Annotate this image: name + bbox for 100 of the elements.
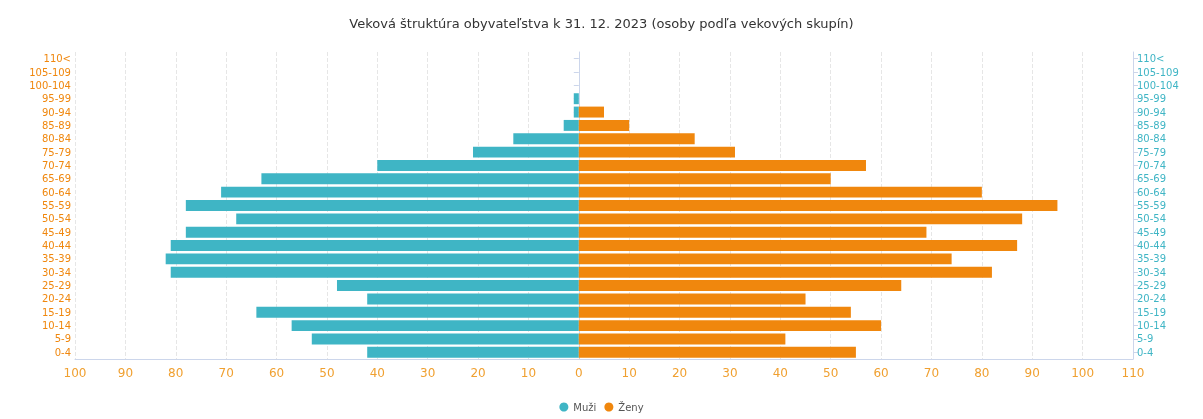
bar xyxy=(170,266,579,278)
category-label: 30-34 xyxy=(41,266,71,278)
category-label: 85-89 xyxy=(41,119,71,131)
bar xyxy=(578,213,1023,225)
x-tick-label: 10 xyxy=(520,366,537,380)
category-label: 15-19 xyxy=(41,306,71,318)
x-tick-label: 100 xyxy=(63,366,87,380)
x-tick-label: 30 xyxy=(420,366,436,380)
x-tick-label: 30 xyxy=(722,366,738,380)
category-label: 65-69 xyxy=(41,173,71,185)
category-label: 25-29 xyxy=(41,280,71,292)
category-label: 50-54 xyxy=(41,213,71,225)
category-label: 20-24 xyxy=(41,293,71,305)
x-tick-label: 40 xyxy=(369,366,385,380)
bar xyxy=(236,213,579,225)
x-tick-label: 20 xyxy=(671,366,688,380)
x-tick-label: 90 xyxy=(1024,366,1040,380)
bar xyxy=(578,146,735,158)
x-tick-label: 50 xyxy=(319,366,335,380)
y-tick-label: 100-104 xyxy=(1137,79,1179,91)
category-label: 100-104 xyxy=(29,79,71,91)
bar xyxy=(578,280,902,292)
legend-label: Muži xyxy=(573,401,597,413)
bar xyxy=(165,253,579,265)
legend-label: Ženy xyxy=(618,400,644,413)
x-tick-label: 40 xyxy=(772,366,788,380)
bar xyxy=(578,240,1018,252)
category-label: 80-84 xyxy=(41,133,71,145)
y-tick-label: 75-79 xyxy=(1137,146,1167,158)
bar xyxy=(185,226,579,238)
bar xyxy=(473,146,579,158)
x-tick-label: 80 xyxy=(168,366,184,380)
bar xyxy=(578,253,952,265)
y-tick-label: 105-109 xyxy=(1137,66,1179,78)
y-tick-label: 20-24 xyxy=(1137,293,1167,305)
y-tick-label: 55-59 xyxy=(1137,200,1167,211)
bar xyxy=(578,200,1058,211)
x-tick-label: 90 xyxy=(117,366,134,380)
bar xyxy=(261,173,579,185)
x-tick-label: 10 xyxy=(621,366,637,380)
x-tick-label: 70 xyxy=(923,366,940,380)
category-label: 40-44 xyxy=(41,240,71,252)
y-tick-label: 30-34 xyxy=(1137,266,1167,278)
bar xyxy=(367,346,579,358)
category-label: 60-64 xyxy=(41,186,71,198)
bar xyxy=(336,280,579,292)
y-tick-label: 80-84 xyxy=(1137,133,1167,145)
bar xyxy=(185,200,579,211)
category-label: 105-109 xyxy=(29,66,71,78)
category-label: 55-59 xyxy=(41,200,71,211)
y-tick-label: 90-94 xyxy=(1137,106,1167,118)
bar xyxy=(578,320,882,332)
y-tick-label: 65-69 xyxy=(1137,173,1167,185)
category-label: 110< xyxy=(43,53,71,65)
bar xyxy=(578,346,856,358)
y-tick-label: 15-19 xyxy=(1137,306,1167,318)
bar xyxy=(578,106,604,118)
y-tick-label: 40-44 xyxy=(1137,240,1167,252)
x-tick-label: 0 xyxy=(574,366,583,380)
chart-title: Veková štruktúra obyvateľstva k 31. 12. 2023 (osoby podľa vekových skupín) xyxy=(349,16,854,31)
y-tick-label: 0-4 xyxy=(1137,346,1154,358)
bar xyxy=(578,133,695,145)
y-tick-label: 35-39 xyxy=(1137,253,1167,265)
bar xyxy=(578,159,866,171)
x-tick-label: 100 xyxy=(1071,366,1095,380)
bar xyxy=(563,119,579,131)
bar xyxy=(578,173,831,185)
bar xyxy=(578,226,927,238)
category-label: 0-4 xyxy=(54,346,71,358)
category-label: 75-79 xyxy=(41,146,71,158)
bar xyxy=(578,306,851,318)
bar xyxy=(578,119,630,131)
x-tick-label: 50 xyxy=(823,366,839,380)
category-label: 95-99 xyxy=(41,93,71,105)
bar xyxy=(578,186,982,198)
y-tick-label: 85-89 xyxy=(1137,119,1167,131)
y-tick-label: 95-99 xyxy=(1137,93,1167,105)
bar xyxy=(221,186,579,198)
x-tick-label: 80 xyxy=(974,366,990,380)
category-label: 45-49 xyxy=(41,226,71,238)
x-tick-label: 110 xyxy=(1121,366,1145,380)
bar xyxy=(256,306,579,318)
bar xyxy=(367,293,579,305)
bar xyxy=(578,333,786,345)
category-label: 35-39 xyxy=(41,253,71,265)
y-tick-label: 60-64 xyxy=(1137,186,1167,198)
bar xyxy=(578,293,806,305)
y-tick-label: 10-14 xyxy=(1137,320,1167,332)
x-tick-label: 60 xyxy=(268,366,285,380)
x-tick-label: 70 xyxy=(218,366,234,380)
x-tick-label: 20 xyxy=(470,366,486,380)
category-label: 5-9 xyxy=(54,333,71,345)
bar xyxy=(377,159,579,171)
y-tick-label: 70-74 xyxy=(1137,159,1167,171)
y-tick-label: 5-9 xyxy=(1137,333,1154,345)
category-label: 70-74 xyxy=(41,159,71,171)
y-tick-label: 50-54 xyxy=(1137,213,1167,225)
category-label: 10-14 xyxy=(41,320,71,332)
y-tick-label: 110< xyxy=(1137,53,1165,65)
bar xyxy=(513,133,579,145)
